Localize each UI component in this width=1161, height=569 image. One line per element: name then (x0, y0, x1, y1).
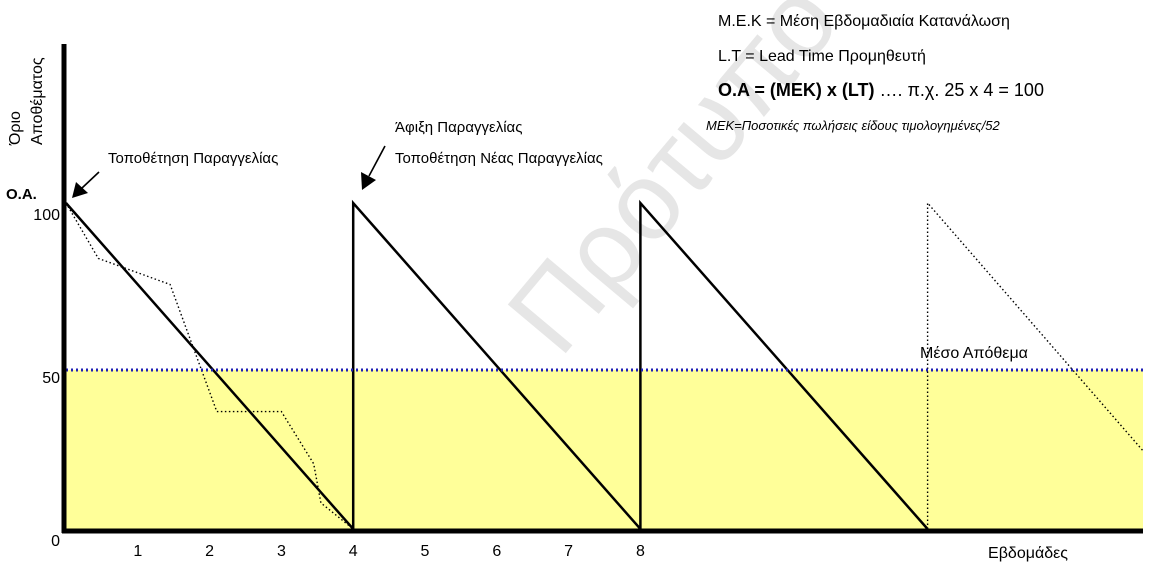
annotation-order-arrival: Άφιξη Παραγγελίας (395, 119, 522, 136)
y-tick-label: 50 (42, 370, 60, 387)
annotation-place-new-order: Τοποθέτηση Νέας Παραγγελίας (395, 150, 603, 167)
x-axis-label: Εβδομάδες (988, 545, 1068, 562)
legend-note-mek-definition: MEK=Ποσοτικές πωλήσεις είδους τιμολογημέ… (706, 118, 1001, 133)
arrow-order-arrival (361, 145, 386, 190)
formula-bold: O.A = (MEK) x (LT) (718, 80, 875, 100)
x-tick-label: 6 (492, 543, 501, 560)
y-axis-label-line2: Αποθέματος (29, 57, 46, 145)
legend-note-mek: M.E.K = Μέση Εβδομαδιαία Κατανάλωση (718, 13, 1010, 30)
x-tick-label: 4 (349, 543, 358, 560)
arrow-place-order (72, 171, 100, 198)
x-tick-label: 5 (421, 543, 430, 560)
x-tick-label: 8 (636, 543, 645, 560)
legend-note-formula: O.A = (MEK) x (LT) …. π.χ. 25 x 4 = 100 (718, 80, 1044, 100)
legend-note-lt: L.T = Lead Time Προμηθευτή (718, 48, 926, 65)
annotation-place-order: Τοποθέτηση Παραγγελίας (108, 150, 278, 167)
x-tick-label: 7 (564, 543, 573, 560)
series-line-3-dotted (926, 201, 1144, 529)
series-line-2-dotted (65, 202, 354, 530)
y-axis-label-line1: Όριο (7, 111, 24, 146)
annotation-average-stock: Μέσο Απόθεμα (920, 345, 1028, 362)
average-stock-band (66, 370, 1143, 529)
oa-marker-label: O.A. (6, 186, 37, 203)
formula-rest: …. π.χ. 25 x 4 = 100 (875, 80, 1044, 100)
y-tick-label: 0 (51, 533, 60, 550)
y-tick-label: 100 (33, 207, 60, 224)
series-line-1-solid (65, 199, 929, 533)
x-tick-label: 1 (133, 543, 142, 560)
x-tick-label: 3 (277, 543, 286, 560)
x-tick-label: 2 (205, 543, 214, 560)
